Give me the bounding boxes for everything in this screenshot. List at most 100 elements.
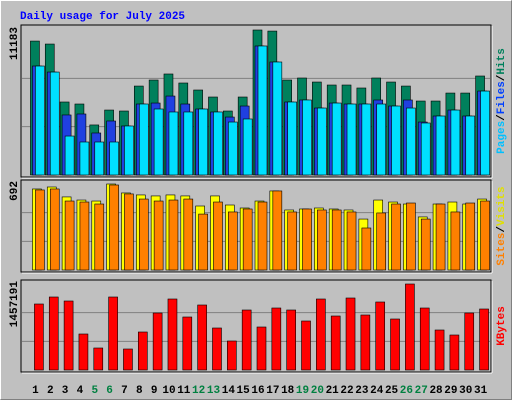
bar [109,141,119,176]
bar [406,107,416,176]
bar [465,115,476,176]
bar [301,320,311,371]
legend: KBytes [496,306,508,346]
bar [376,103,387,176]
bar [109,184,119,271]
bar [391,203,401,271]
bar [183,111,194,176]
bar [49,188,60,271]
bar [450,211,461,271]
bar [465,202,476,271]
legend-entry: Hits [496,48,508,74]
bar [331,209,342,271]
bar [123,348,133,371]
bar [138,198,149,271]
bar [479,308,489,371]
bar [168,111,179,176]
x-tick-label: 16 [251,385,264,397]
legend-entry: Sites [496,233,508,266]
x-tick-label: 4 [77,385,84,397]
bar [420,122,431,176]
bar [198,108,208,176]
bar [346,103,357,176]
x-tick-label: 18 [281,385,295,397]
legend-entry: Pages [496,121,508,154]
bar [390,318,400,371]
bar [405,283,415,371]
x-tick-label: 26 [400,385,413,397]
x-tick-label: 10 [162,385,175,397]
bar [271,307,282,371]
x-tick-label: 13 [207,385,221,397]
bar [375,301,386,371]
legend-separator: / [496,114,508,121]
bar [124,125,134,176]
bar [212,327,222,371]
bar [108,296,118,371]
bar [79,201,90,271]
bar [360,314,371,371]
bar [228,211,238,271]
bar [345,297,356,371]
x-tick-label: 30 [459,385,472,397]
bar [227,340,237,371]
x-tick-label: 12 [192,385,205,397]
bar [257,201,268,271]
bar [153,200,164,271]
bar [183,198,194,271]
bar [64,200,75,271]
x-tick-label: 2 [47,385,54,397]
bar [302,208,312,271]
x-tick-label: 1 [32,385,39,397]
x-tick-label: 28 [429,385,443,397]
chart-title: Daily usage for July 2025 [20,11,185,23]
bar [93,347,104,371]
bar [361,227,372,271]
x-tick-label: 23 [355,385,369,397]
x-tick-label: 24 [370,385,384,397]
x-tick-label: 11 [177,385,191,397]
bar [213,201,223,271]
x-tick-label: 31 [474,385,488,397]
bar [137,331,148,371]
bar [464,312,475,371]
bar [435,115,446,176]
bar [138,103,149,176]
y-tick-label: 11183 [9,27,21,60]
bar [241,309,252,371]
x-tick-label: 9 [151,385,158,397]
x-tick-label: 3 [62,385,69,397]
bar [391,105,401,176]
x-tick-label: 27 [415,385,428,397]
bar [34,303,44,371]
bar [419,307,430,371]
bar [450,109,461,176]
bar [48,296,59,371]
bar [434,329,445,371]
legend-entry: Files [496,81,508,114]
bar [287,101,297,176]
bar [346,211,357,271]
bar [198,213,208,271]
x-tick-label: 20 [311,385,324,397]
x-tick-label: 17 [266,385,279,397]
bar [480,90,490,176]
bar [35,189,45,271]
x-tick-label: 15 [237,385,251,397]
bar [317,107,327,176]
bar [78,333,89,371]
bar [242,208,253,271]
bar [330,315,341,371]
legend: Sites/Visits [496,186,508,265]
bar [480,200,490,271]
bar [435,203,446,271]
bar [272,61,283,176]
bar [124,193,134,271]
x-tick-label: 25 [385,385,399,397]
bar [35,65,45,176]
legend-separator: / [496,226,508,233]
bar [376,212,387,271]
legend: Pages/Files/Hits [496,48,508,154]
